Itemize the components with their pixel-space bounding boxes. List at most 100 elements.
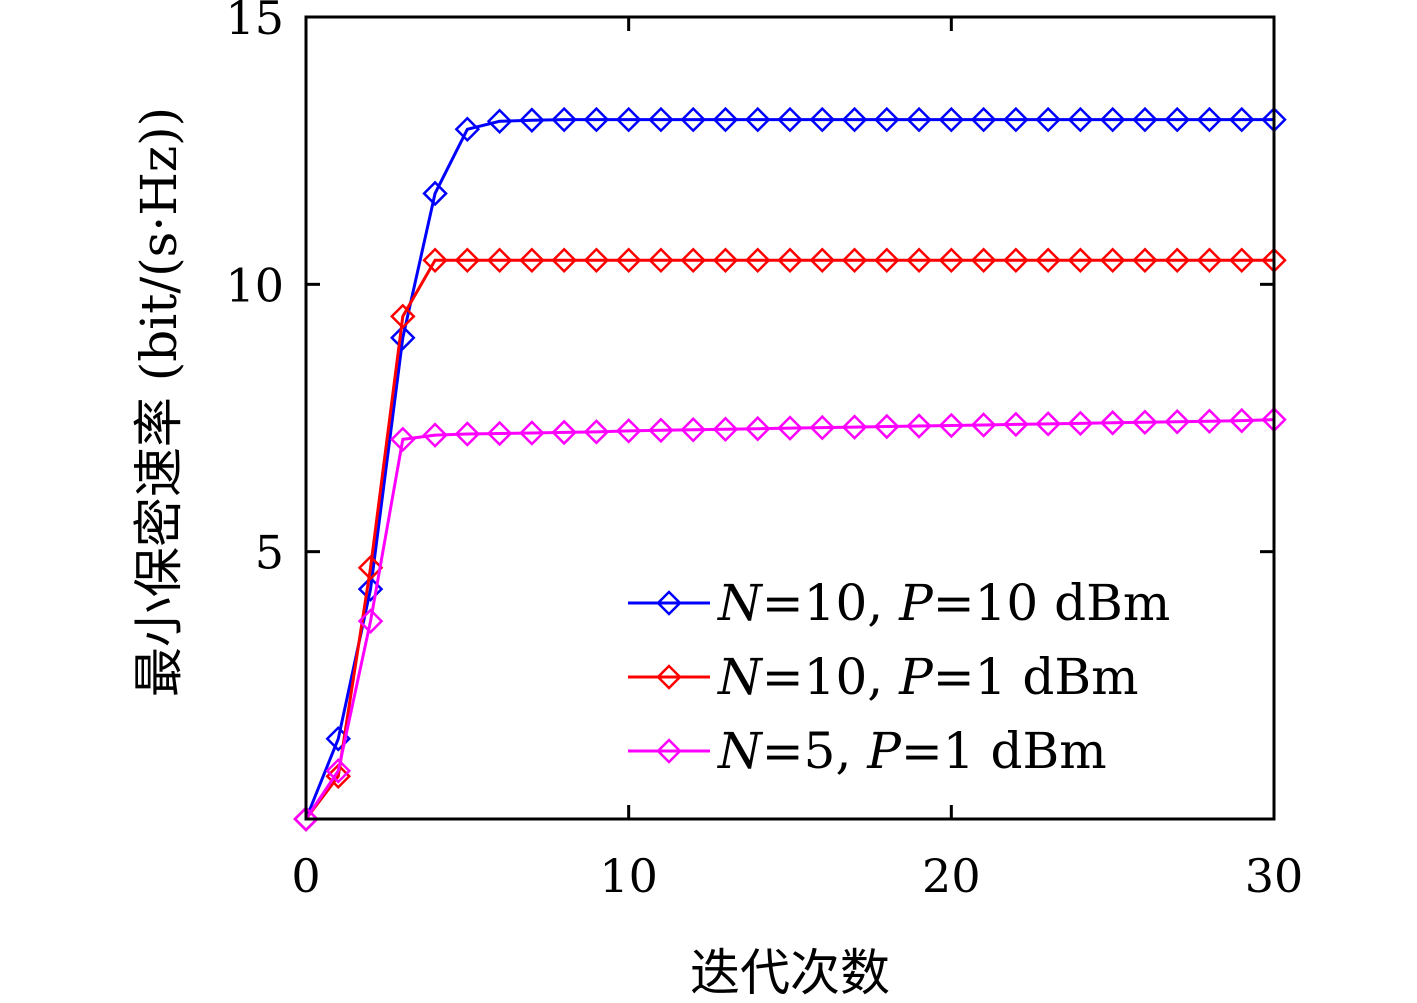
data-point [422,247,448,274]
legend-label-part: N [717,722,764,780]
data-point [1196,247,1223,274]
data-point [390,426,416,453]
data-point [551,106,577,133]
data-point [712,247,739,274]
data-point [970,412,997,438]
legend-label-part: P [898,648,934,706]
data-point [712,106,739,133]
data-point [1003,411,1029,438]
ticks-layer: 0 10 20 30 5 10 15 [225,0,1303,903]
data-point [615,247,642,274]
data-point [680,106,706,133]
data-point [648,417,674,444]
legend-label-part: =10 dBm [933,574,1171,632]
data-point [1099,106,1126,133]
series-line [304,418,1275,820]
series-2 [293,247,1287,832]
data-point [809,247,836,274]
legend-label-part: =1 dBm [901,722,1107,780]
legend-label: N=10, P=1 dBm [717,648,1138,706]
series-layer [293,106,1287,832]
data-point [1099,410,1126,436]
legend-marker [656,664,682,690]
legend-label-part: =10, [762,574,899,632]
data-point [1099,247,1126,274]
data-point [519,107,545,133]
data-point [1067,247,1094,274]
legend-entry-3: N=5, P=1 dBm [628,722,1107,780]
data-point [712,416,739,442]
data-point [1164,408,1190,435]
data-point [938,247,965,274]
data-point [519,247,545,274]
x-tick-label: 0 [291,849,320,903]
data-point [422,422,448,448]
data-point [583,419,610,445]
y-axis-title: 最小保密速率 (bit/(s·Hz)) [130,107,188,697]
data-point [1035,247,1061,274]
data-point [680,416,706,443]
x-tick-label: 30 [1245,849,1304,903]
data-point [744,106,771,133]
data-point [1228,407,1255,434]
data-point [1132,106,1158,133]
legend-label-part: =10, [762,648,899,706]
data-point [583,106,610,133]
data-point [874,106,900,133]
data-point [874,247,900,274]
legend-entry-2: N=10, P=1 dBm [628,648,1138,706]
y-tick-label: 15 [225,0,284,45]
x-tick-label: 20 [922,849,981,903]
data-point [938,106,965,133]
data-point [1164,106,1190,133]
y-tick-label: 10 [225,258,284,312]
legend-entry-1: N=10, P=10 dBm [628,574,1170,632]
data-point [1003,247,1029,274]
data-point [486,108,513,135]
legend-label-part: =1 dBm [933,648,1139,706]
data-point [454,421,481,447]
data-point [1067,106,1094,133]
data-point [744,247,771,274]
data-point [809,414,836,441]
data-point [938,412,965,439]
data-point [970,106,997,133]
legend-label: N=10, P=10 dBm [717,574,1170,632]
data-point [841,106,868,133]
data-point [454,116,481,143]
data-point [1196,106,1223,133]
data-point [1003,106,1029,133]
legend-label-part: N [717,648,764,706]
data-point [486,247,513,274]
data-point [777,106,803,133]
y-tick-label: 5 [255,526,284,580]
data-point [1196,408,1223,434]
plot-frame [304,15,1276,821]
data-point [841,414,868,440]
data-point [486,420,513,447]
data-point [777,247,803,274]
data-point [906,247,932,274]
data-point [454,247,481,274]
data-point [648,247,674,274]
data-point [841,247,868,274]
legend-label-part: N [717,574,764,632]
series-line [304,258,1274,820]
legend-label-part: P [898,574,934,632]
legend-marker [656,738,682,764]
data-point [325,758,352,784]
legend-marker [656,590,682,616]
x-axis-title: 迭代次数 [690,944,890,1002]
data-point [551,419,577,446]
data-point [519,420,545,446]
data-point [390,303,416,330]
series-line [304,118,1274,820]
data-point [325,763,352,789]
data-point [777,415,803,441]
data-point [615,418,642,444]
data-point [906,413,932,439]
series-3 [293,406,1287,832]
legend-label: N=5, P=1 dBm [717,722,1107,780]
